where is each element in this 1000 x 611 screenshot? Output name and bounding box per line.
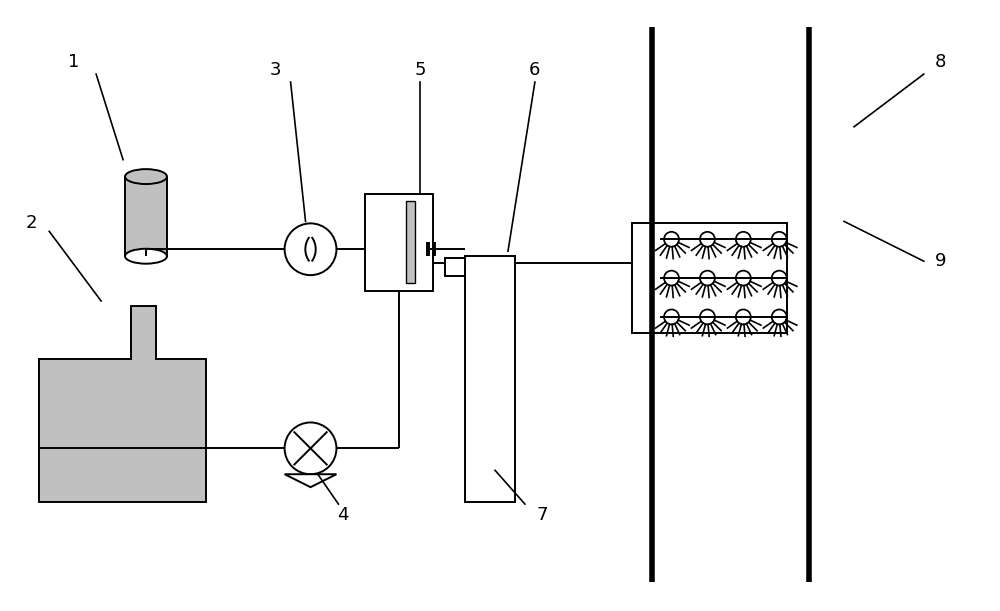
Ellipse shape (125, 169, 167, 184)
Text: 2: 2 (26, 214, 37, 232)
Text: 6: 6 (529, 61, 541, 79)
Text: 4: 4 (337, 506, 348, 524)
Text: 9: 9 (935, 252, 947, 270)
Circle shape (285, 422, 336, 474)
Bar (406, 201, 415, 284)
Bar (632, 224, 787, 333)
Ellipse shape (125, 249, 167, 264)
Bar (406, 201, 415, 284)
Text: 1: 1 (68, 53, 79, 71)
Text: 7: 7 (536, 506, 548, 524)
Text: 3: 3 (270, 61, 281, 79)
Text: 8: 8 (935, 53, 946, 71)
Bar (365, 194, 433, 291)
Bar (445, 258, 465, 276)
Bar (465, 256, 515, 502)
Bar (125, 177, 167, 256)
Polygon shape (39, 306, 206, 502)
Text: 5: 5 (414, 61, 426, 79)
Circle shape (285, 224, 336, 275)
Polygon shape (285, 474, 336, 487)
